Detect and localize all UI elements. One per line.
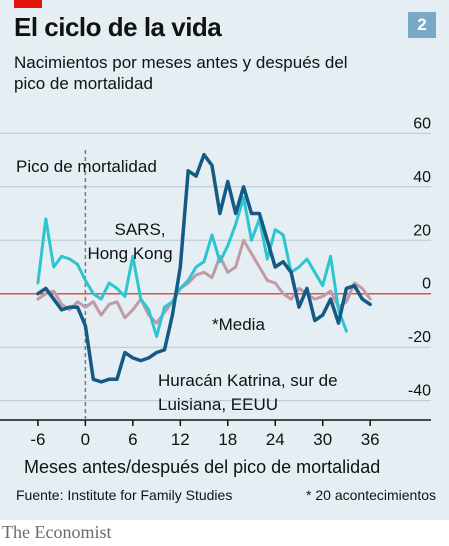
y-tick-label: -40 xyxy=(408,383,431,400)
x-tick-label: 18 xyxy=(218,430,237,449)
publisher-logo: The Economist xyxy=(2,522,112,542)
y-tick-label: 20 xyxy=(413,222,431,239)
peak-mortality-label: Pico de mortalidad xyxy=(16,157,157,176)
source-note: Fuente: Institute for Family Studies xyxy=(16,487,232,503)
y-tick-label: 40 xyxy=(413,169,431,186)
x-tick-label: 30 xyxy=(313,430,332,449)
footer: The Economist xyxy=(0,520,449,546)
x-tick-label: 12 xyxy=(171,430,190,449)
y-tick-label: 0 xyxy=(422,276,431,293)
x-tick-label: -6 xyxy=(30,430,45,449)
series-annotation: SARS, xyxy=(114,220,165,239)
y-tick-label: -20 xyxy=(408,329,431,346)
x-tick-label: 36 xyxy=(361,430,380,449)
x-tick-label: 6 xyxy=(128,430,137,449)
series-line-2 xyxy=(36,238,372,325)
footnote: * 20 acontecimientos xyxy=(306,487,436,503)
chart-number-badge: 2 xyxy=(408,12,436,38)
y-tick-label: 60 xyxy=(413,115,431,132)
chart-subtitle: Nacimientos por meses antes y después de… xyxy=(14,53,348,93)
accent-bar xyxy=(14,0,42,8)
chart-card: El ciclo de la vida Nacimientos por mese… xyxy=(0,0,449,520)
series-annotation: *Media xyxy=(212,315,265,334)
x-tick-label: 0 xyxy=(81,430,90,449)
x-axis-label: Meses antes/después del pico de mortalid… xyxy=(24,457,380,477)
series-annotation: Luisiana, EEUU xyxy=(158,395,278,414)
x-tick-label: 24 xyxy=(266,430,285,449)
chart-title: El ciclo de la vida xyxy=(14,12,222,42)
series-line-1 xyxy=(36,152,372,384)
series-annotation: Hong Kong xyxy=(87,244,172,263)
line-chart: 60 40 20 0 -20 -40 -6 0 6 12 18 24 30 36 Pico de morta… xyxy=(0,115,436,503)
series-line-0 xyxy=(36,196,348,338)
series-annotation: Huracán Katrina, sur de xyxy=(158,371,338,390)
